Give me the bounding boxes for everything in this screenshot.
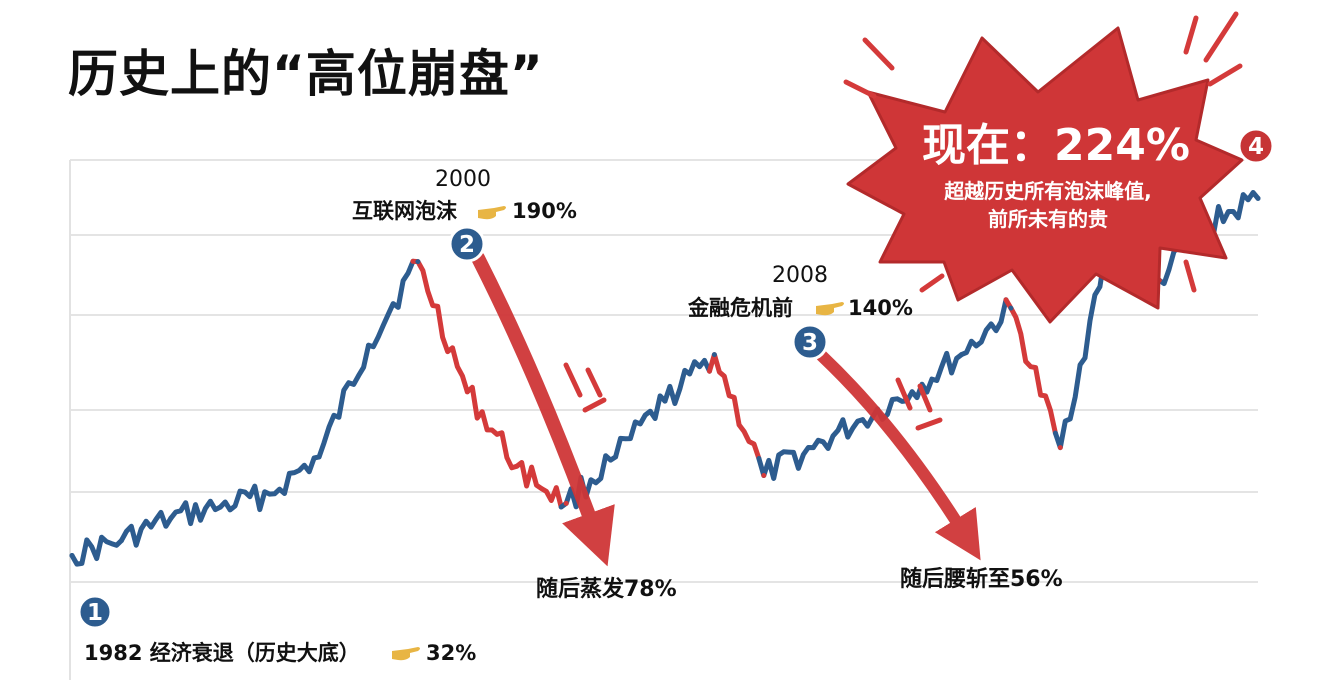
series-line-rise-0 <box>69 258 416 567</box>
data-point-2002 <box>514 463 520 469</box>
data-point-2011 <box>810 445 816 451</box>
data-point-2019 <box>1008 305 1014 311</box>
burst-line-2: 前所未有的贵 <box>988 207 1108 231</box>
starburst-callout: 现在：224% 超越历史所有泡沫峰值, 前所未有的贵 <box>843 11 1244 324</box>
svg-text:4: 4 <box>1248 134 1264 160</box>
data-point-2013 <box>860 417 866 423</box>
svg-text:1: 1 <box>87 600 103 626</box>
badge-1: 1 <box>77 594 113 630</box>
svg-text:2: 2 <box>459 232 475 258</box>
data-point-1985 <box>118 538 124 544</box>
data-point-1997 <box>316 454 322 460</box>
data-point-2017 <box>959 352 964 358</box>
data-point-2009 <box>761 473 767 478</box>
drop-arrow-2000 <box>471 251 615 567</box>
hand-point-icon <box>392 647 420 661</box>
svg-text:3: 3 <box>802 330 818 356</box>
series-line-fall-1 <box>410 258 564 510</box>
drop-arrow-2008 <box>816 350 981 561</box>
starburst-shape <box>846 26 1244 324</box>
series-line-rise-6 <box>1052 252 1108 451</box>
data-point-1982 <box>69 553 75 558</box>
annotation-2008-year: 2008 <box>772 263 828 288</box>
data-point-1999 <box>366 342 371 348</box>
data-point-2015 <box>909 389 915 395</box>
annotation-1982-value: 32% <box>426 641 476 665</box>
badge-2: 2 <box>448 225 486 263</box>
annotation-2000-year: 2000 <box>435 167 491 192</box>
badge-4: 4 <box>1237 127 1275 165</box>
drop-label-2000: 随后蒸发78% <box>536 576 677 602</box>
drop-label-2008: 随后腰斩至56% <box>900 566 1063 592</box>
series-line-rise-4 <box>756 297 1009 481</box>
burst-line-1: 超越历史所有泡沫峰值, <box>943 179 1152 203</box>
chart-title: 历史上的“高位崩盘” <box>68 45 544 103</box>
data-point-2008 <box>711 352 717 358</box>
data-point-2005 <box>613 454 619 460</box>
series-line-fall-5 <box>1003 297 1058 436</box>
burst-dashes-2000 <box>563 362 607 413</box>
grid-lines <box>70 159 1258 583</box>
data-point-1994 <box>267 491 273 497</box>
annotation-2000-value: 190% <box>512 199 577 223</box>
data-point-2003 <box>563 500 569 506</box>
data-point-2020 <box>1057 445 1063 451</box>
hand-point-icon <box>478 206 506 220</box>
data-point-2007 <box>662 398 668 404</box>
series-line-fall-3 <box>707 352 762 461</box>
annotation-2000-text: 互联网泡沫 <box>352 199 458 223</box>
annotation-2008-value: 140% <box>848 296 913 320</box>
annotation-1982-text: 1982 经济衰退（历史大底） <box>84 641 360 665</box>
hand-point-icon <box>816 302 844 316</box>
burst-headline: 现在：224% <box>922 120 1190 171</box>
data-point-1991 <box>217 504 223 510</box>
data-point-2001 <box>464 389 470 395</box>
data-point-2024 <box>1255 195 1261 201</box>
badge-3: 3 <box>791 323 829 361</box>
data-point-2000 <box>415 259 421 265</box>
burst-dashes-2008 <box>895 377 943 431</box>
annotation-2008-text: 金融危机前 <box>687 296 793 320</box>
data-point-1988 <box>168 515 174 521</box>
